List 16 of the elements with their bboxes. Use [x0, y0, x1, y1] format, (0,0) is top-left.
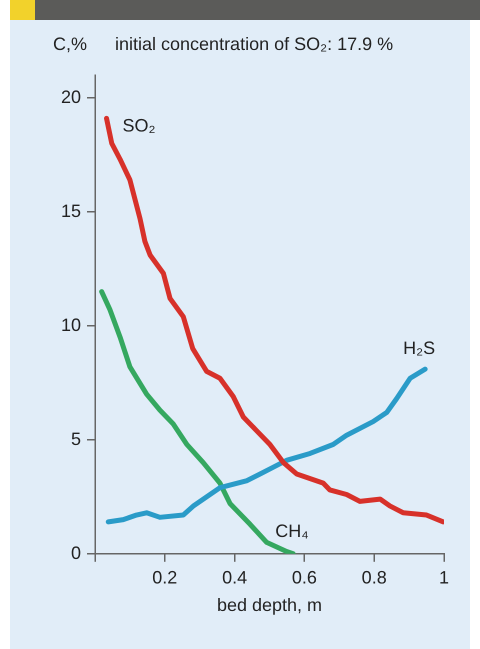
y-tick-label: 15	[60, 200, 81, 221]
y-tick-label: 20	[60, 86, 81, 107]
series-label: CH₄	[275, 520, 309, 541]
x-axis-title: bed depth, m	[216, 595, 322, 616]
x-tick-label: 0.6	[292, 568, 317, 588]
x-tick-label: 0.4	[222, 568, 248, 588]
x-tick-label: 1	[438, 568, 450, 588]
y-tick-label: 10	[60, 314, 81, 335]
text: initial concentration of SO₂: 17.9 %	[115, 34, 394, 54]
y-axis-title: C,%	[52, 34, 87, 54]
x-tick-label: 0.8	[362, 568, 387, 588]
series-label: SO₂	[122, 115, 156, 136]
y-tick-label: 5	[70, 428, 81, 449]
y-tick-label: 0	[70, 542, 81, 563]
series-label: H₂S	[403, 338, 436, 358]
x-tick-label: 0.2	[152, 568, 178, 588]
